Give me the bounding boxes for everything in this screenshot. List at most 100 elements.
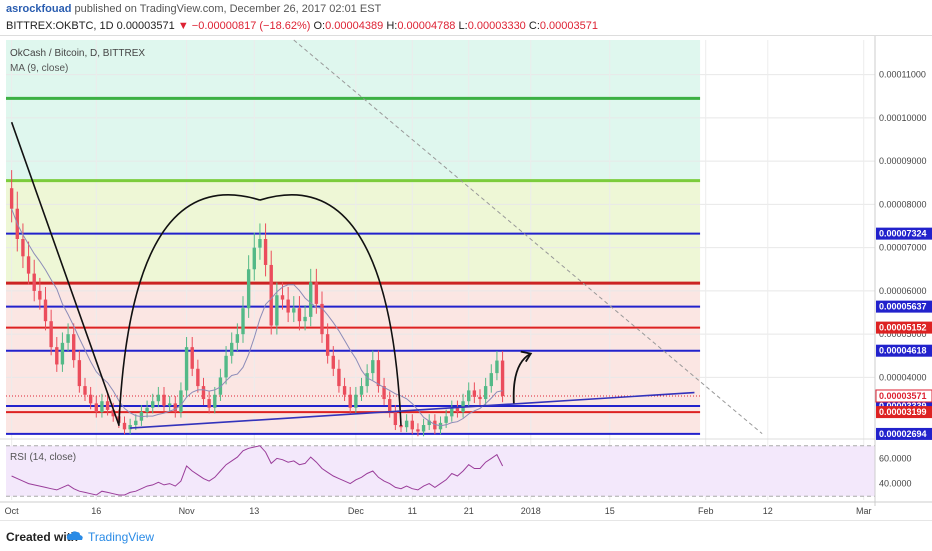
- candle-body: [286, 299, 290, 313]
- candle-body: [224, 355, 228, 378]
- rsi-legend: RSI (14, close): [10, 452, 76, 463]
- rsi-band: [6, 445, 875, 497]
- candle: [230, 332, 234, 364]
- candle-body: [218, 377, 223, 395]
- x-tick-label: Oct: [5, 506, 20, 516]
- candle-body: [376, 360, 381, 387]
- y-tick-label: 0.00008000: [879, 199, 927, 209]
- candle-body: [241, 308, 245, 335]
- candle: [263, 223, 268, 277]
- candle: [88, 386, 93, 410]
- candle-body: [9, 188, 14, 209]
- rsi-tick-label: 60.0000: [879, 453, 912, 463]
- candle-body: [49, 321, 53, 348]
- candle-body: [416, 429, 420, 432]
- candle: [21, 223, 25, 269]
- candle-body: [258, 239, 262, 248]
- candle-body: [359, 386, 364, 395]
- candle: [235, 323, 240, 352]
- header-separator: [0, 35, 932, 36]
- candle-body: [162, 394, 166, 406]
- candle-body: [269, 264, 273, 326]
- tradingview-brand[interactable]: TradingView: [88, 530, 155, 544]
- candle: [314, 268, 319, 314]
- candle-body: [134, 420, 138, 426]
- candle: [309, 268, 313, 327]
- candle: [32, 259, 36, 302]
- candle-body: [450, 407, 454, 417]
- close-label: C:: [528, 20, 540, 32]
- axis-bg: [875, 36, 932, 506]
- candle: [331, 346, 335, 377]
- candle-body: [472, 390, 477, 397]
- candle: [371, 350, 375, 381]
- level-tag-label: 0.00004618: [879, 346, 927, 356]
- candle: [467, 382, 471, 408]
- rsi-tick-label: 40.0000: [879, 479, 912, 489]
- candle: [376, 350, 381, 393]
- uptrend-line: [130, 391, 695, 429]
- candle: [224, 346, 228, 385]
- y-tick-label: 0.00005000: [879, 329, 927, 339]
- candle-body: [94, 403, 98, 413]
- candle-body: [382, 386, 386, 400]
- candle-body: [196, 368, 200, 387]
- candle: [404, 414, 409, 433]
- candle: [359, 377, 364, 401]
- candle-body: [32, 273, 36, 291]
- arrow-shaft: [512, 352, 532, 404]
- candle: [100, 393, 104, 418]
- y-tick-label: 0.00009000: [879, 156, 927, 166]
- level-tag: [876, 227, 932, 240]
- last-price-tag: [875, 389, 932, 403]
- candle: [275, 282, 279, 335]
- candle-body: [495, 360, 499, 374]
- publish-info: asrockfouad published on TradingView.com…: [6, 3, 381, 15]
- author-link[interactable]: asrockfouad: [6, 3, 72, 15]
- high-value: 0.00004788: [397, 20, 456, 32]
- level-tag: [876, 427, 932, 440]
- candle-body: [325, 334, 330, 356]
- candle: [26, 241, 31, 285]
- candle: [201, 377, 206, 406]
- candle-body: [207, 399, 211, 408]
- x-tick-label: 2018: [521, 506, 541, 516]
- candle-body: [55, 347, 59, 365]
- tradingview-cloud-icon: [66, 531, 83, 540]
- drawings: [10, 39, 763, 435]
- candle: [77, 350, 82, 393]
- last-price-label: 0.00003571: [879, 391, 927, 401]
- chart-title: OkCash / Bitcoin, D, BITTREX: [10, 48, 145, 59]
- candle: [489, 364, 493, 393]
- candle: [342, 377, 347, 401]
- candle: [337, 359, 341, 393]
- candle: [325, 323, 330, 364]
- x-tick-label: Mar: [856, 506, 872, 516]
- candle-body: [478, 396, 482, 400]
- candle: [179, 382, 183, 418]
- candle-body: [167, 403, 172, 406]
- arc-left: [118, 194, 261, 426]
- candle-body: [393, 412, 398, 426]
- candle: [258, 223, 262, 260]
- rsi-line: [11, 445, 504, 496]
- candle: [38, 277, 42, 310]
- y-tick-label: 0.00004000: [879, 372, 927, 382]
- downtrend-line: [10, 121, 120, 426]
- candle: [450, 400, 454, 422]
- candle: [94, 396, 98, 418]
- candle: [320, 291, 324, 343]
- candle: [382, 377, 386, 406]
- candle: [218, 368, 223, 401]
- candle: [269, 250, 273, 335]
- candle-body: [60, 342, 65, 365]
- candle-body: [21, 239, 25, 257]
- candle-body: [230, 342, 234, 356]
- candle: [55, 336, 59, 372]
- candle: [122, 416, 127, 435]
- price-axis: 0.00011000 0.00010000 0.00009000 0.00008000…: [874, 36, 932, 506]
- candle-body: [303, 316, 307, 322]
- candle-body: [292, 308, 296, 313]
- price-chart[interactable]: 0.00011000 0.00010000 0.00009000 0.00008000…: [0, 36, 932, 520]
- candle-body: [309, 282, 313, 317]
